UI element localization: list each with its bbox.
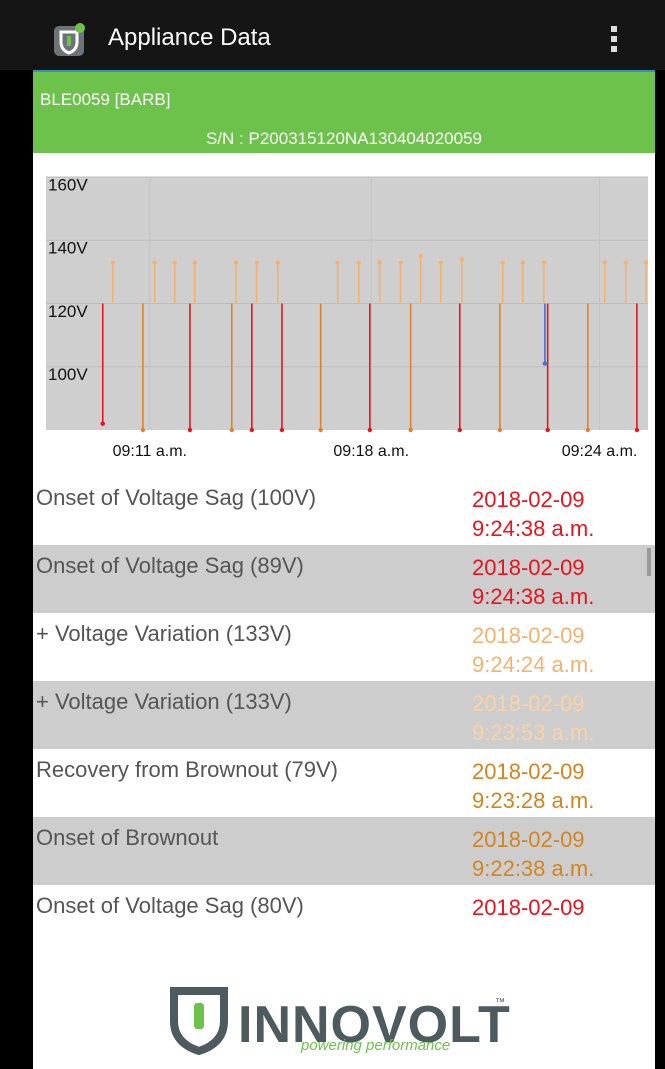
serial-number: S/N : P200315120NA130404020059 — [205, 129, 482, 148]
event-point — [100, 421, 105, 426]
event-point — [602, 260, 607, 265]
y-tick-label: 120V — [48, 302, 88, 321]
event-point — [335, 260, 340, 265]
event-point — [497, 427, 503, 433]
event-label: Recovery from Brownout (79V) — [36, 757, 338, 782]
event-point — [192, 260, 197, 265]
event-point — [233, 260, 239, 265]
event-point — [279, 427, 285, 433]
event-point — [520, 260, 525, 265]
event-point — [585, 427, 590, 433]
event-datetime: 2018-02-09 9:24:38 a.m. — [472, 553, 594, 611]
event-point — [110, 260, 115, 265]
frame-right — [655, 70, 665, 1069]
event-time: 9:24:38 a.m. — [472, 584, 595, 609]
event-datetime: 2018-02-09 9:24:24 a.m. — [472, 621, 594, 679]
app-title: Appliance Data — [108, 24, 271, 51]
event-point — [254, 260, 259, 265]
event-point — [500, 260, 505, 265]
event-date: 2018-02-09 — [472, 895, 585, 920]
event-time: 9:24:38 a.m. — [472, 516, 595, 541]
event-list: Onset of Voltage Sag (100V) 2018-02-09 9:2… — [33, 470, 655, 925]
event-date: 2018-02-09 — [472, 827, 585, 852]
event-point — [249, 427, 255, 433]
event-row: Onset of Voltage Sag (80V) 2018-02-09 — [33, 885, 655, 925]
y-tick-label: 100V — [48, 365, 88, 384]
event-date: 2018-02-09 — [472, 623, 585, 648]
scroll-indicator — [647, 548, 651, 576]
event-point — [418, 253, 423, 259]
event-point — [377, 260, 383, 265]
x-tick-label: 09:11 a.m. — [113, 443, 187, 460]
event-date: 2018-02-09 — [472, 759, 585, 784]
event-datetime: 2018-02-09 9:23:53 a.m. — [472, 689, 594, 747]
event-label: Onset of Voltage Sag (100V) — [36, 485, 317, 510]
event-point — [545, 427, 550, 433]
event-point — [140, 427, 146, 433]
event-row: Onset of Voltage Sag (89V) 2018-02-09 9:24… — [33, 545, 655, 613]
brand: INNOVOLT — [238, 996, 511, 1054]
event-time: 9:24:24 a.m. — [472, 652, 595, 677]
trademark: ™ — [495, 997, 505, 1008]
menu-button[interactable] — [608, 24, 622, 54]
device-name: BLE0059 [BARB] — [40, 90, 171, 109]
frame-left — [0, 70, 33, 1069]
app-icon — [54, 23, 85, 56]
event-point — [408, 427, 413, 433]
event-point — [541, 260, 547, 265]
event-row: Recovery from Brownout (79V) 2018-02-09 9:… — [33, 749, 655, 817]
event-point — [457, 427, 462, 433]
event-point — [318, 427, 323, 433]
tagline: powering performance — [301, 1037, 451, 1054]
event-point — [367, 427, 373, 433]
event-point — [438, 260, 443, 265]
event-point — [623, 260, 629, 265]
x-tick-label: 09:24 a.m. — [562, 443, 638, 460]
event-point — [398, 260, 403, 265]
event-point — [542, 361, 548, 366]
event-time: 9:23:28 a.m. — [472, 788, 595, 813]
event-point — [152, 260, 157, 265]
event-datetime: 2018-02-09 9:23:28 a.m. — [472, 757, 594, 815]
event-point — [275, 260, 281, 265]
event-point — [172, 260, 177, 265]
event-point — [229, 427, 234, 433]
event-point — [356, 260, 361, 265]
logo-shield — [170, 987, 228, 1055]
event-datetime: 2018-02-09 9:24:38 a.m. — [472, 485, 594, 543]
event-date: 2018-02-09 — [472, 691, 585, 716]
event-date: 2018-02-09 — [472, 555, 585, 580]
x-tick-label: 09:18 a.m. — [333, 443, 409, 460]
device-header: BLE0059 [BARB] S/N : P200315120NA1304040… — [33, 70, 655, 153]
event-point — [187, 427, 193, 433]
event-label: Onset of Voltage Sag (89V) — [36, 553, 304, 578]
event-point — [459, 257, 465, 262]
event-label: + Voltage Variation (133V) — [36, 621, 292, 646]
app-bar: Appliance Data — [0, 0, 665, 70]
event-date: 2018-02-09 — [472, 487, 585, 512]
event-row: + Voltage Variation (133V) 2018-02-09 9:23… — [33, 681, 655, 749]
event-datetime: 2018-02-09 9:22:38 a.m. — [472, 825, 594, 883]
event-row: Onset of Voltage Sag (100V) 2018-02-09 9:2… — [33, 477, 655, 545]
chart: 160V 140V 120V 100V 09:11 a.m. 09:18 a.m. 09:2… — [46, 175, 649, 460]
event-label: Onset of Brownout — [36, 825, 219, 850]
event-label: + Voltage Variation (133V) — [36, 689, 292, 714]
event-point — [634, 427, 640, 433]
y-tick-label: 140V — [48, 239, 88, 258]
event-time: 9:22:38 a.m. — [472, 856, 595, 881]
event-point — [643, 260, 649, 265]
chart-area: 160V 140V 120V 100V 09:11 a.m. 09:18 a.m. 09:2… — [33, 153, 655, 470]
y-tick-label: 160V — [48, 175, 88, 194]
footer: INNOVOLT ™ powering performance — [33, 925, 655, 1069]
event-label: Onset of Voltage Sag (80V) — [36, 893, 304, 918]
event-row: Onset of Brownout 2018-02-09 9:22:38 a.m. — [33, 817, 655, 885]
event-datetime: 2018-02-09 — [472, 893, 585, 922]
event-row: + Voltage Variation (133V) 2018-02-09 9:24… — [33, 613, 655, 681]
event-time: 9:23:53 a.m. — [472, 720, 595, 745]
